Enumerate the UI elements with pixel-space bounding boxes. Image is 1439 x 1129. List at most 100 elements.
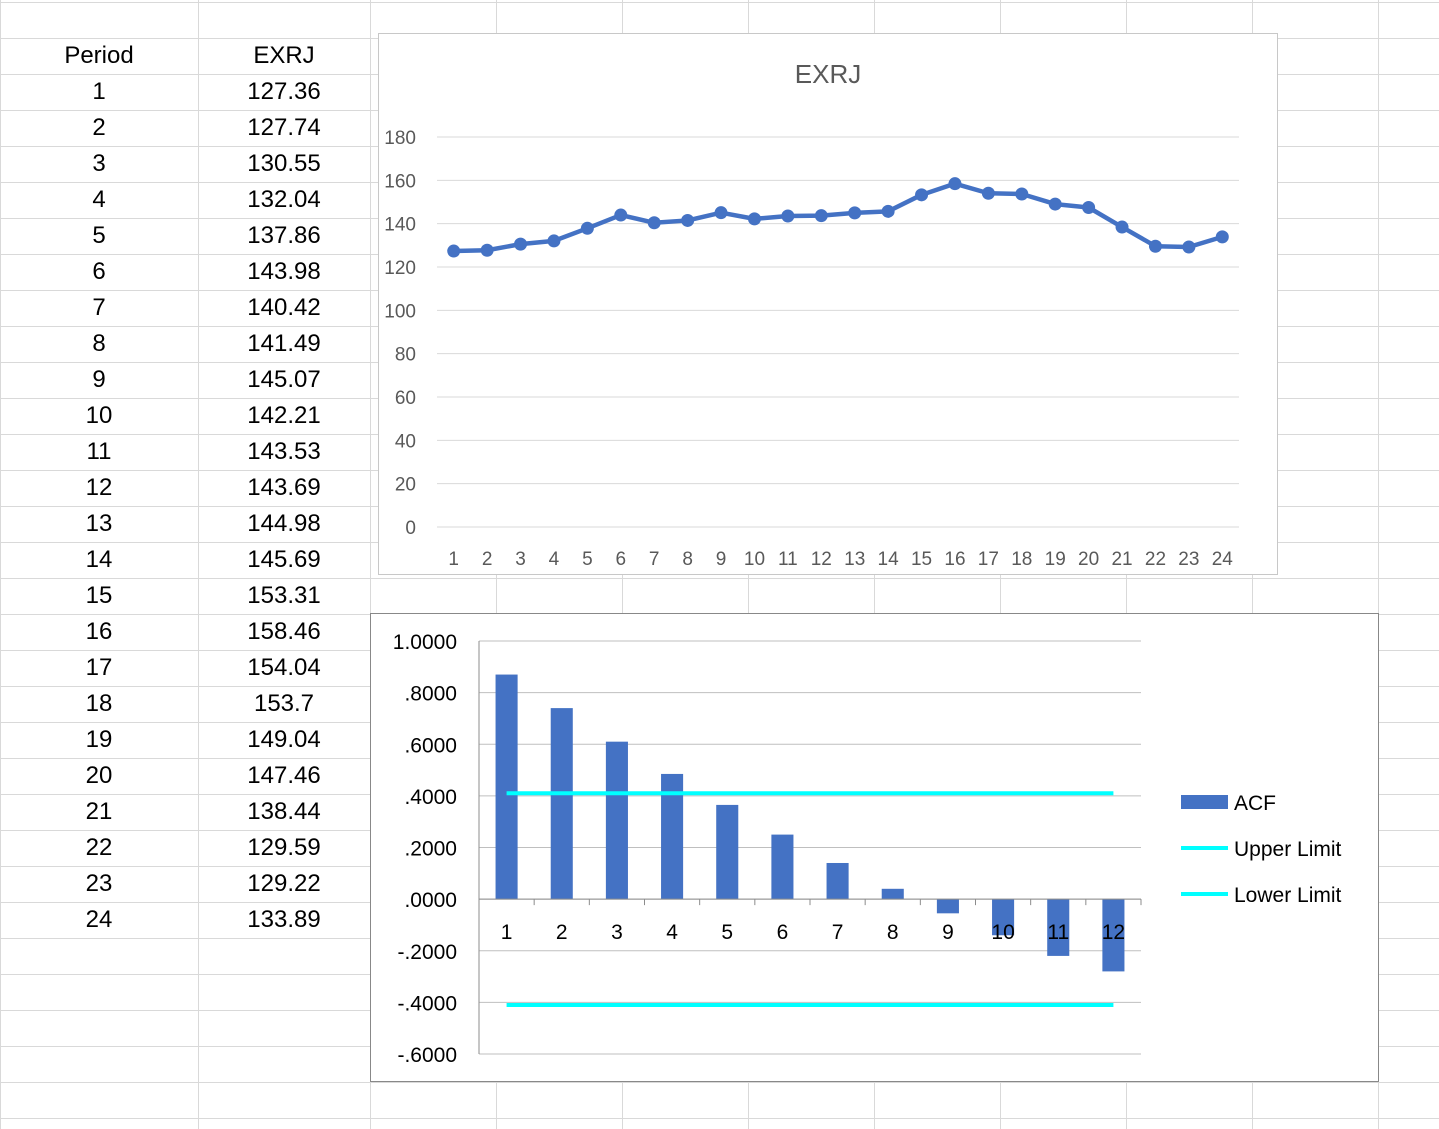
cell-period[interactable]: 23 [85,870,113,897]
cell-period[interactable]: 14 [85,546,113,573]
legend-label-upper: Upper Limit [1234,838,1342,861]
header-period[interactable]: Period [64,42,134,69]
acf-bar [661,773,684,900]
cell-exrj[interactable]: 158.46 [247,618,321,645]
acf-bar [495,674,518,900]
row-gridline [0,1082,1439,1083]
acf-chart[interactable]: 1.0000 .8000 .6000 .4000 .2000 .0000 -.2000 -.4… [370,613,1379,1082]
y-tick-label: -.2000 [397,941,457,964]
cell-period[interactable]: 21 [85,798,113,825]
data-point [747,212,761,226]
cell-period[interactable]: 22 [85,834,113,861]
cell-exrj[interactable]: 147.46 [247,762,321,789]
acf-bar [992,899,1015,936]
cell-period[interactable]: 16 [85,618,113,645]
acf-bar [716,804,739,900]
x-tick-label: 1 [501,921,513,944]
x-tick-label: 7 [649,549,660,570]
cell-exrj[interactable]: 149.04 [247,726,321,753]
cell-exrj[interactable]: 153.31 [247,582,321,609]
x-tick-label: 6 [616,549,627,570]
cell-exrj[interactable]: 137.86 [247,222,321,249]
x-tick-label: 3 [611,921,623,944]
x-tick-label: 3 [515,549,526,570]
cell-exrj[interactable]: 145.69 [247,546,321,573]
cell-period[interactable]: 12 [85,474,113,501]
data-point [714,206,728,220]
cell-exrj[interactable]: 153.7 [253,690,315,717]
cell-period[interactable]: 15 [85,582,113,609]
cell-exrj[interactable]: 144.98 [247,510,321,537]
y-tick-label: 120 [384,258,416,279]
x-tick-label: 6 [777,921,789,944]
x-tick-label: 10 [744,549,765,570]
cell-exrj[interactable]: 133.89 [247,906,321,933]
exrj-series-line [453,181,1223,254]
cell-period[interactable]: 9 [92,366,106,393]
x-tick-label: 5 [721,921,733,944]
x-tick-label: 15 [911,549,932,570]
legend-swatch-acf [1181,795,1228,809]
cell-exrj[interactable]: 145.07 [247,366,321,393]
cell-exrj[interactable]: 129.22 [247,870,321,897]
cell-period[interactable]: 20 [85,762,113,789]
cell-period[interactable]: 2 [92,114,106,141]
cell-period[interactable]: 1 [92,78,106,105]
data-point [881,204,895,218]
cell-period[interactable]: 7 [92,294,106,321]
cell-period[interactable]: 19 [85,726,113,753]
cell-exrj[interactable]: 138.44 [247,798,321,825]
cell-exrj[interactable]: 143.98 [247,258,321,285]
y-tick-label: -.6000 [397,1044,457,1067]
x-tick-label: 12 [1102,921,1125,944]
line-chart-title: EXRJ [795,59,861,89]
cell-exrj[interactable]: 132.04 [247,186,321,213]
data-point [514,237,528,251]
cell-period[interactable]: 11 [86,438,112,465]
cell-period[interactable]: 24 [85,906,113,933]
cell-period[interactable]: 10 [85,402,113,429]
x-tick-label: 24 [1212,549,1234,570]
header-exrj[interactable]: EXRJ [253,42,315,69]
x-tick-label: 18 [1011,549,1032,570]
cell-exrj[interactable]: 130.55 [247,150,321,177]
cell-exrj[interactable]: 142.21 [247,402,321,429]
cell-exrj[interactable]: 143.53 [247,438,321,465]
y-tick-label: .8000 [404,683,457,706]
data-point [1048,197,1062,211]
column-gridline [1378,0,1379,1129]
cell-period[interactable]: 6 [92,258,106,285]
data-point [447,244,461,258]
data-point [848,206,862,220]
column-gridline [370,0,371,1129]
data-point [681,213,695,227]
x-tick-label: 2 [482,549,493,570]
y-tick-label: .2000 [404,838,457,861]
cell-period[interactable]: 18 [85,690,113,717]
cell-period[interactable]: 8 [92,330,106,357]
data-point [1115,220,1129,234]
cell-exrj[interactable]: 127.74 [247,114,321,141]
acf-bar [881,888,904,900]
cell-exrj[interactable]: 127.36 [247,78,321,105]
cell-period[interactable]: 4 [92,186,106,213]
cell-exrj[interactable]: 141.49 [247,330,321,357]
acf-bar [826,862,849,900]
y-tick-label: 100 [384,301,416,322]
y-tick-label: .6000 [404,734,457,757]
cell-exrj[interactable]: 129.59 [247,834,321,861]
cell-period[interactable]: 3 [92,150,106,177]
cell-exrj[interactable]: 140.42 [247,294,321,321]
y-tick-label: 1.0000 [393,631,457,654]
x-tick-label: 22 [1145,549,1166,570]
x-tick-label: 5 [582,549,593,570]
line-chart[interactable]: EXRJ 0 20 40 60 80 100 120 140 160 180 1 2 3 4 5 6 7 8 9 10… [378,33,1278,575]
cell-period[interactable]: 5 [92,222,106,249]
cell-exrj[interactable]: 143.69 [247,474,321,501]
cell-period[interactable]: 13 [85,510,113,537]
x-tick-label: 8 [682,549,693,570]
cell-exrj[interactable]: 154.04 [247,654,321,681]
x-tick-label: 21 [1111,549,1132,570]
cell-period[interactable]: 17 [85,654,113,681]
acf-bar [1102,899,1125,972]
